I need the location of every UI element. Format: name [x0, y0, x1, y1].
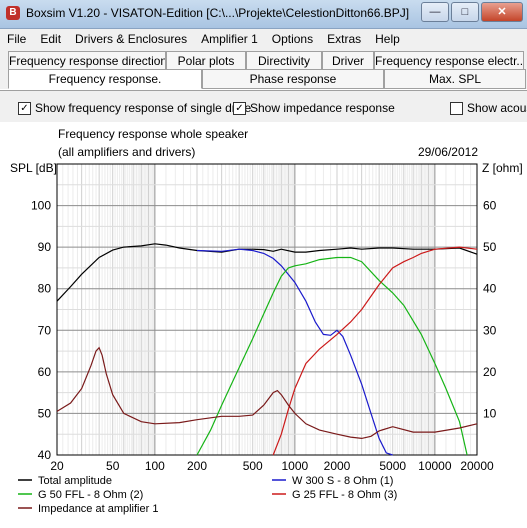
options-bar: ✓ Show frequency response of single driv…: [0, 90, 527, 123]
legend-label: W 300 S - 8 Ohm (1): [292, 475, 393, 487]
menu-drivers-enclosures[interactable]: Drivers & Enclosures: [75, 32, 188, 46]
chart-legend: Total amplitude W 300 S - 8 Ohm (1) G 50 F…: [18, 475, 397, 515]
y-tick-label: 50: [38, 406, 52, 420]
y-axis-label: SPL [dB]: [10, 161, 57, 175]
menu-bar: File Edit Drivers & Enclosures Amplifier…: [0, 29, 527, 49]
tab-phase-response[interactable]: Phase response: [202, 69, 384, 89]
tab-directivity[interactable]: Directivity: [246, 51, 322, 71]
x-tick-label: 10000: [418, 459, 452, 473]
x-tick-label: 1000: [282, 459, 309, 473]
impedance-label: Show impedance response: [250, 101, 395, 115]
series-line-1: [196, 248, 393, 456]
menu-help[interactable]: Help: [375, 32, 400, 46]
x-tick-label: 200: [187, 459, 207, 473]
impedance-checkbox[interactable]: ✓ Show impedance response: [233, 101, 395, 115]
y2-tick-label: 20: [483, 365, 497, 379]
frequency-response-plot: Frequency response whole speaker (all am…: [0, 122, 527, 525]
close-button[interactable]: ✕: [481, 2, 523, 22]
y-tick-label: 60: [38, 365, 52, 379]
menu-extras[interactable]: Extras: [327, 32, 362, 46]
menu-amplifier-1[interactable]: Amplifier 1: [201, 32, 258, 46]
series-line-2: [196, 256, 468, 456]
acoustic-label: Show acous: [467, 101, 527, 115]
tab-strip: Frequency response directions Polar plot…: [0, 49, 527, 89]
y2-tick-label: 40: [483, 282, 497, 296]
menu-options[interactable]: Options: [271, 32, 314, 46]
legend-label: G 25 FFL - 8 Ohm (3): [292, 489, 397, 501]
tab-frequency-response-directions[interactable]: Frequency response directions: [8, 51, 166, 71]
tab-max-spl[interactable]: Max. SPL: [384, 69, 526, 89]
y2-axis-label: Z [ohm]: [482, 161, 523, 175]
checkbox-box[interactable]: ✓: [18, 101, 31, 115]
title-bar: B Boxsim V1.20 - VISATON-Edition [C:\...…: [0, 0, 527, 29]
checkbox-box[interactable]: [450, 101, 463, 115]
legend-label: Total amplitude: [38, 475, 112, 487]
menu-file[interactable]: File: [7, 32, 27, 46]
single-drive-label: Show frequency response of single drive: [35, 101, 252, 115]
x-tick-label: 100: [145, 459, 165, 473]
x-tick-label: 5000: [379, 459, 406, 473]
tab-frequency-response-electrical[interactable]: Frequency response electr..: [374, 51, 524, 71]
plot-border: [56, 163, 478, 456]
chart-title: Frequency response whole speaker: [58, 127, 248, 141]
frequency-response-chart: Frequency response whole speaker (all am…: [10, 127, 523, 515]
single-drive-checkbox[interactable]: ✓ Show frequency response of single driv…: [18, 101, 251, 115]
y2-tick-label: 30: [483, 323, 497, 337]
maximize-button[interactable]: □: [451, 2, 479, 22]
checkbox-box[interactable]: ✓: [233, 101, 246, 115]
series-line-0: [56, 243, 478, 302]
y2-tick-label: 10: [483, 406, 497, 420]
series-line-3: [272, 246, 478, 456]
legend-label: G 50 FFL - 8 Ohm (2): [38, 489, 143, 501]
y-tick-label: 100: [31, 199, 51, 213]
x-tick-label: 2000: [324, 459, 351, 473]
y2-tick-label: 60: [483, 199, 497, 213]
menu-edit[interactable]: Edit: [40, 32, 62, 46]
tab-polar-plots[interactable]: Polar plots: [166, 51, 246, 71]
y2-tick-label: 50: [483, 240, 497, 254]
axis-ticks: 20 50 100 200 500 1000 2000 5000 10000 20000 40 50 6…: [31, 199, 497, 473]
y-tick-label: 80: [38, 282, 52, 296]
legend-label: Impedance at amplifier 1: [38, 503, 158, 515]
window-title: Boxsim V1.20 - VISATON-Edition [C:\...\P…: [26, 6, 410, 20]
x-tick-label: 50: [106, 459, 120, 473]
x-tick-label: 20000: [460, 459, 494, 473]
y-tick-label: 40: [38, 448, 52, 462]
y-tick-label: 90: [38, 240, 52, 254]
x-tick-label: 20: [50, 459, 64, 473]
chart-date: 29/06/2012: [418, 145, 478, 159]
app-icon: B: [6, 6, 20, 20]
plot-grid: [56, 163, 478, 456]
acoustic-checkbox[interactable]: Show acous: [450, 101, 527, 115]
y-tick-label: 70: [38, 323, 52, 337]
chart-subtitle: (all amplifiers and drivers): [58, 145, 195, 159]
tab-driver[interactable]: Driver: [322, 51, 374, 71]
tab-frequency-response[interactable]: Frequency response.: [8, 69, 202, 89]
series-lines: [56, 243, 478, 456]
minimize-button[interactable]: —: [421, 2, 449, 22]
series-line-4: [56, 346, 478, 440]
x-tick-label: 500: [243, 459, 263, 473]
